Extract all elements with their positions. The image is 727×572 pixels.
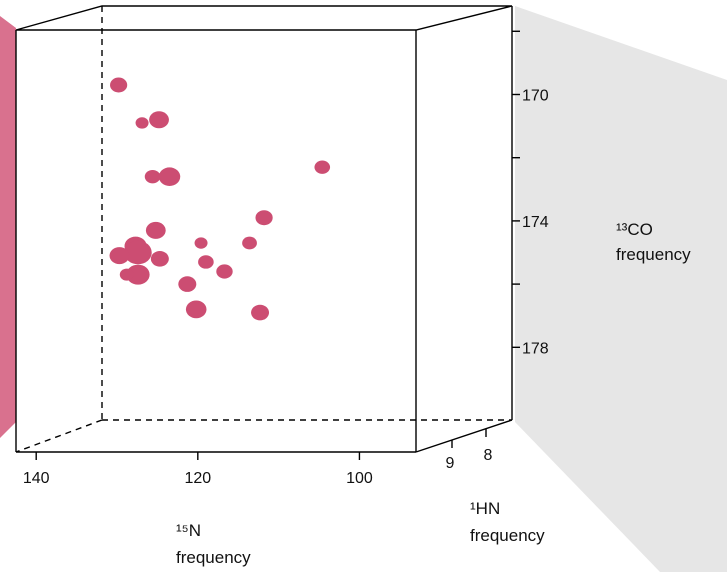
peak-5	[144, 169, 161, 184]
peak-14	[242, 236, 257, 250]
n15-axis: 140 120 100	[23, 452, 373, 487]
peak-group	[109, 77, 331, 321]
peak-3	[149, 111, 169, 129]
hn-tick-label-9: 9	[446, 455, 455, 472]
peak-7	[255, 210, 273, 226]
box-visible-edges	[15, 5, 513, 453]
co-tick-label: 174	[522, 214, 549, 231]
co-axis-title: ¹³CO frequency	[616, 220, 691, 264]
peak-19	[178, 276, 197, 292]
peak-17	[126, 264, 150, 285]
hn-axis: 9 8	[446, 429, 493, 472]
peak-15	[198, 255, 214, 269]
n15-tick-label: 100	[346, 470, 373, 487]
box-hidden-edges	[15, 6, 512, 453]
peak-11	[109, 247, 130, 265]
svg-text:frequency: frequency	[176, 548, 251, 567]
n15-tick-label: 120	[184, 470, 211, 487]
peak-10	[124, 240, 152, 265]
svg-text:¹HN: ¹HN	[470, 499, 500, 518]
hn-axis-title: ¹HN frequency	[470, 499, 545, 545]
n15-axis-title: ¹⁵N frequency	[176, 521, 251, 567]
co-projection-plane	[515, 6, 727, 572]
co-tick-label: 178	[522, 340, 549, 357]
peak-1	[110, 77, 128, 93]
co-tick-label: 170	[522, 87, 549, 104]
n15-tick-label: 140	[23, 470, 50, 487]
peak-21	[251, 304, 270, 321]
peak-4	[158, 167, 181, 186]
svg-text:¹³CO: ¹³CO	[616, 220, 653, 239]
peak-6	[314, 160, 331, 174]
hn-tick-label-8: 8	[484, 447, 493, 464]
svg-text:frequency: frequency	[470, 526, 545, 545]
svg-text:frequency: frequency	[616, 245, 691, 264]
peak-18	[119, 268, 134, 281]
peak-12	[150, 251, 169, 267]
peak-16	[216, 264, 233, 279]
svg-text:¹⁵N: ¹⁵N	[176, 521, 201, 540]
peak-8	[145, 221, 166, 239]
peak-20	[185, 300, 207, 319]
co-axis: 170 174 178	[512, 30, 549, 357]
peak-2	[135, 117, 149, 129]
peak-13	[194, 237, 208, 249]
n15-projection-strip	[0, 16, 16, 438]
